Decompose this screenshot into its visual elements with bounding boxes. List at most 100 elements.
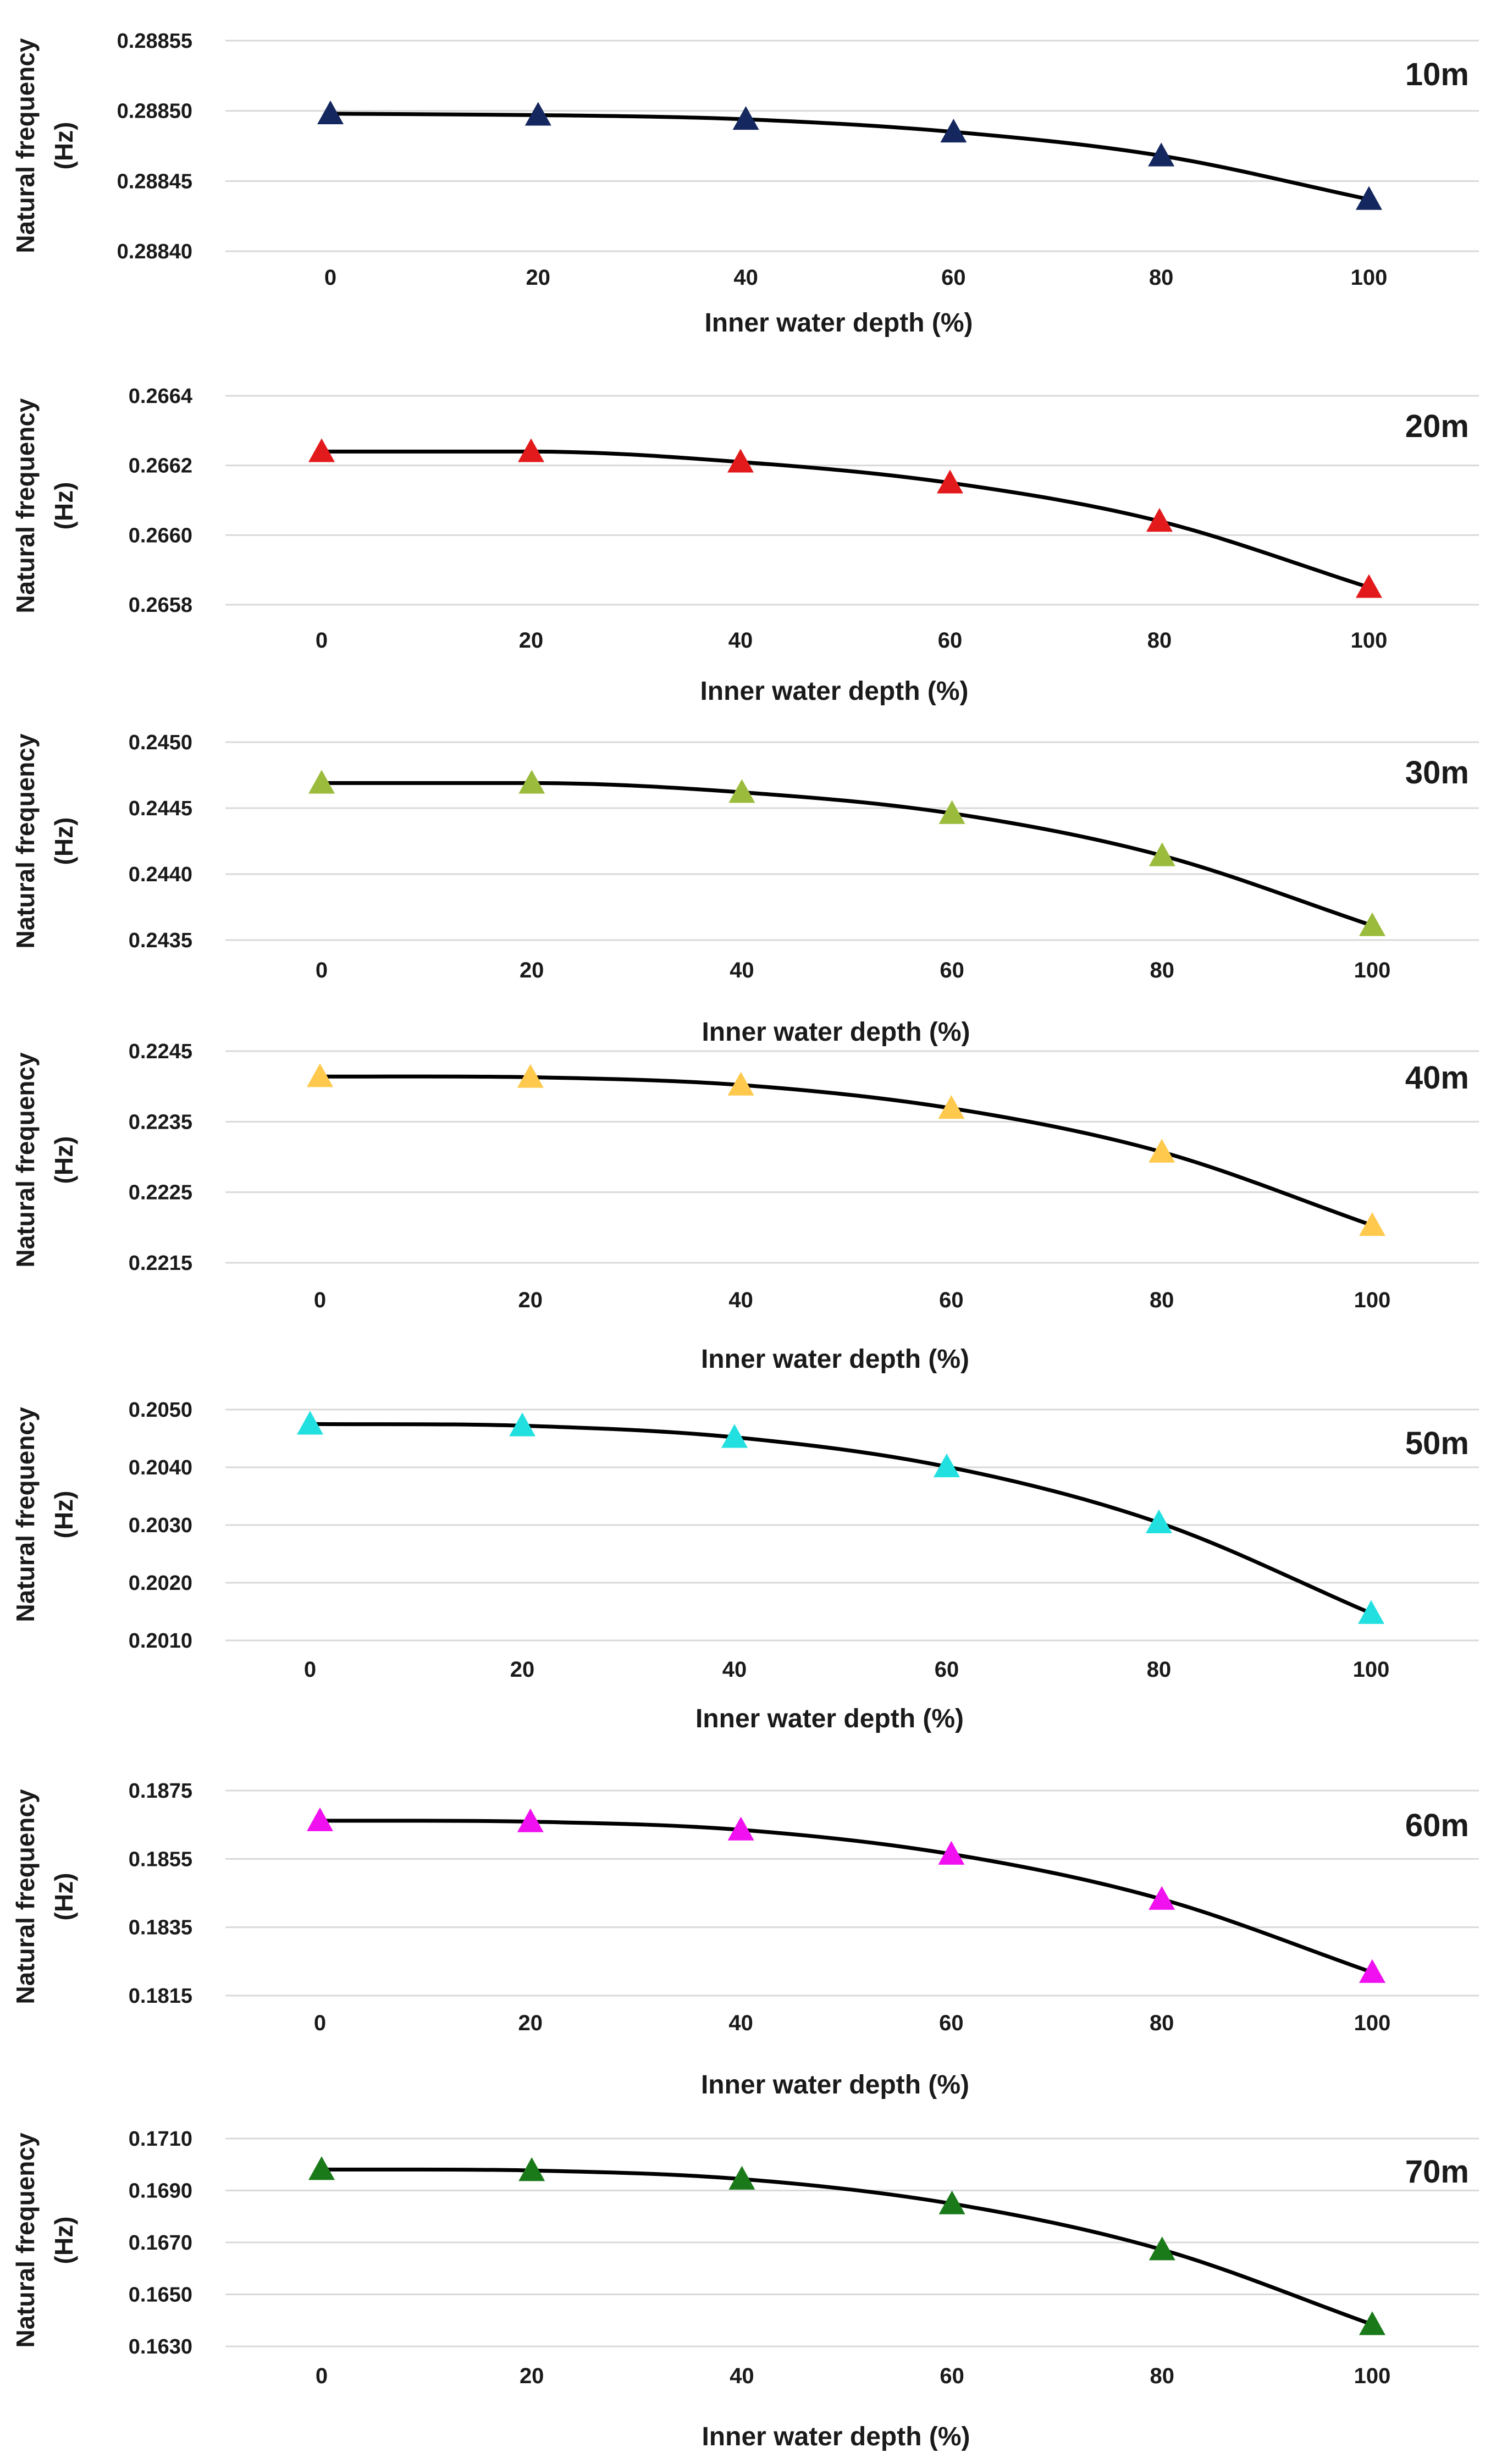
data-point-marker bbox=[317, 100, 344, 124]
x-tick-label: 20 bbox=[518, 2011, 543, 2035]
x-tick-label: 60 bbox=[940, 958, 964, 982]
data-point-marker bbox=[518, 438, 544, 462]
x-axis-label: Inner water depth (%) bbox=[701, 1345, 969, 1374]
y-tick-label: 0.2660 bbox=[129, 524, 192, 547]
data-point-marker bbox=[1356, 186, 1382, 210]
data-point-marker bbox=[308, 770, 335, 794]
data-point-marker bbox=[1356, 574, 1382, 598]
data-point-marker bbox=[517, 1808, 544, 1832]
data-point-marker bbox=[307, 1063, 333, 1087]
x-tick-label: 80 bbox=[1147, 1658, 1172, 1682]
series-line bbox=[321, 781, 1373, 927]
x-tick-label: 80 bbox=[1147, 628, 1172, 653]
x-tick-label: 100 bbox=[1354, 2011, 1391, 2035]
data-point-marker bbox=[1148, 142, 1175, 167]
y-tick-label: 0.2658 bbox=[129, 594, 192, 617]
depth-label: 60m bbox=[1405, 1808, 1469, 1843]
chart-panel-50m: 0.2050 0.2040 0.2030 0.2020 0.2010 0 20 40 60 80 1… bbox=[11, 1399, 1479, 1733]
x-tick-label: 20 bbox=[526, 266, 551, 290]
data-point-marker bbox=[1148, 1886, 1175, 1910]
chart-panel-10m: 0.28855 0.28850 0.28845 0.28840 0 20 40 60 80 100… bbox=[11, 30, 1479, 338]
y-axis-unit: (Hz) bbox=[49, 1873, 78, 1921]
depth-label: 40m bbox=[1405, 1060, 1469, 1096]
x-tick-label: 20 bbox=[519, 628, 544, 653]
x-tick-label: 40 bbox=[730, 2364, 754, 2388]
x-tick-label: 20 bbox=[520, 958, 544, 982]
x-tick-label: 80 bbox=[1150, 1288, 1174, 1312]
data-point-marker bbox=[934, 1453, 960, 1478]
data-point-marker bbox=[938, 1841, 965, 1865]
data-point-marker bbox=[1359, 2311, 1385, 2335]
x-axis-label: Inner water depth (%) bbox=[700, 677, 968, 706]
data-point-marker bbox=[938, 1095, 965, 1119]
y-tick-label: 0.2662 bbox=[129, 455, 192, 478]
y-tick-label: 0.2215 bbox=[129, 1252, 192, 1275]
series-line bbox=[310, 1422, 1372, 1615]
x-tick-label: 100 bbox=[1351, 266, 1388, 290]
y-axis-label: Natural frequency bbox=[11, 2132, 40, 2348]
data-point-marker bbox=[938, 2190, 965, 2214]
data-point-marker bbox=[940, 118, 967, 143]
data-point-marker bbox=[1148, 842, 1175, 866]
data-point-marker bbox=[1359, 1212, 1385, 1236]
data-point-marker bbox=[732, 106, 759, 130]
x-tick-label: 60 bbox=[941, 266, 966, 290]
series-line bbox=[330, 112, 1370, 201]
depth-label: 70m bbox=[1405, 2154, 1469, 2190]
x-tick-label: 20 bbox=[518, 1288, 543, 1312]
x-tick-label: 100 bbox=[1351, 628, 1388, 653]
y-tick-label: 0.2235 bbox=[129, 1111, 192, 1134]
chart-panel-30m: 0.2450 0.2445 0.2440 0.2435 0 20 40 60 80 100 Inne… bbox=[11, 731, 1479, 1047]
data-point-marker bbox=[509, 1412, 535, 1437]
x-tick-label: 60 bbox=[939, 1288, 964, 1312]
y-tick-label: 0.1650 bbox=[129, 2284, 192, 2307]
x-tick-label: 80 bbox=[1150, 958, 1175, 982]
x-tick-label: 0 bbox=[316, 628, 328, 653]
y-tick-label: 0.1875 bbox=[129, 1780, 192, 1803]
x-tick-label: 0 bbox=[304, 1658, 316, 1682]
data-point-marker bbox=[1359, 912, 1385, 936]
data-point-marker bbox=[1359, 1959, 1385, 1983]
x-tick-label: 100 bbox=[1353, 1658, 1390, 1682]
x-tick-label: 0 bbox=[314, 1288, 326, 1312]
data-point-marker bbox=[518, 2157, 545, 2181]
x-tick-label: 40 bbox=[733, 266, 758, 290]
x-tick-label: 40 bbox=[728, 2011, 753, 2035]
y-tick-label: 0.2040 bbox=[129, 1456, 192, 1479]
x-tick-label: 40 bbox=[730, 958, 754, 982]
y-axis-label: Natural frequency bbox=[11, 38, 40, 253]
y-tick-label: 0.2050 bbox=[129, 1399, 192, 1422]
y-axis-unit: (Hz) bbox=[49, 817, 78, 865]
x-tick-label: 60 bbox=[938, 628, 963, 653]
y-tick-label: 0.28850 bbox=[117, 100, 192, 123]
y-axis-label: Natural frequency bbox=[11, 733, 40, 949]
x-axis-label: Inner water depth (%) bbox=[695, 1704, 964, 1733]
x-axis-label: Inner water depth (%) bbox=[702, 1018, 970, 1047]
depth-label: 30m bbox=[1405, 755, 1469, 791]
data-point-marker bbox=[937, 469, 963, 494]
x-tick-label: 60 bbox=[940, 2364, 964, 2388]
y-axis-unit: (Hz) bbox=[49, 1136, 78, 1184]
y-tick-label: 0.1815 bbox=[129, 1985, 192, 2008]
x-tick-label: 40 bbox=[728, 628, 753, 653]
x-tick-label: 0 bbox=[314, 2011, 326, 2035]
data-point-marker bbox=[727, 1071, 754, 1096]
y-axis-unit: (Hz) bbox=[49, 2217, 78, 2264]
y-axis-unit: (Hz) bbox=[49, 122, 78, 170]
y-tick-label: 0.2245 bbox=[129, 1040, 192, 1063]
data-point-marker bbox=[1146, 508, 1173, 532]
data-point-marker bbox=[938, 800, 965, 824]
data-point-marker bbox=[308, 438, 335, 462]
data-point-marker bbox=[1148, 2236, 1175, 2261]
data-point-marker bbox=[1146, 1509, 1172, 1533]
data-point-marker bbox=[1358, 1600, 1384, 1624]
y-axis-unit: (Hz) bbox=[49, 1491, 78, 1539]
series-line bbox=[321, 2167, 1373, 2327]
y-tick-label: 0.1670 bbox=[129, 2231, 192, 2255]
data-point-marker bbox=[307, 1807, 333, 1831]
data-point-marker bbox=[517, 1064, 544, 1088]
series-line bbox=[319, 1819, 1373, 1975]
chart-panel-70m: 0.1710 0.1690 0.1670 0.1650 0.1630 0 20 40 60 80 1… bbox=[11, 2128, 1479, 2451]
x-tick-label: 80 bbox=[1150, 2011, 1174, 2035]
